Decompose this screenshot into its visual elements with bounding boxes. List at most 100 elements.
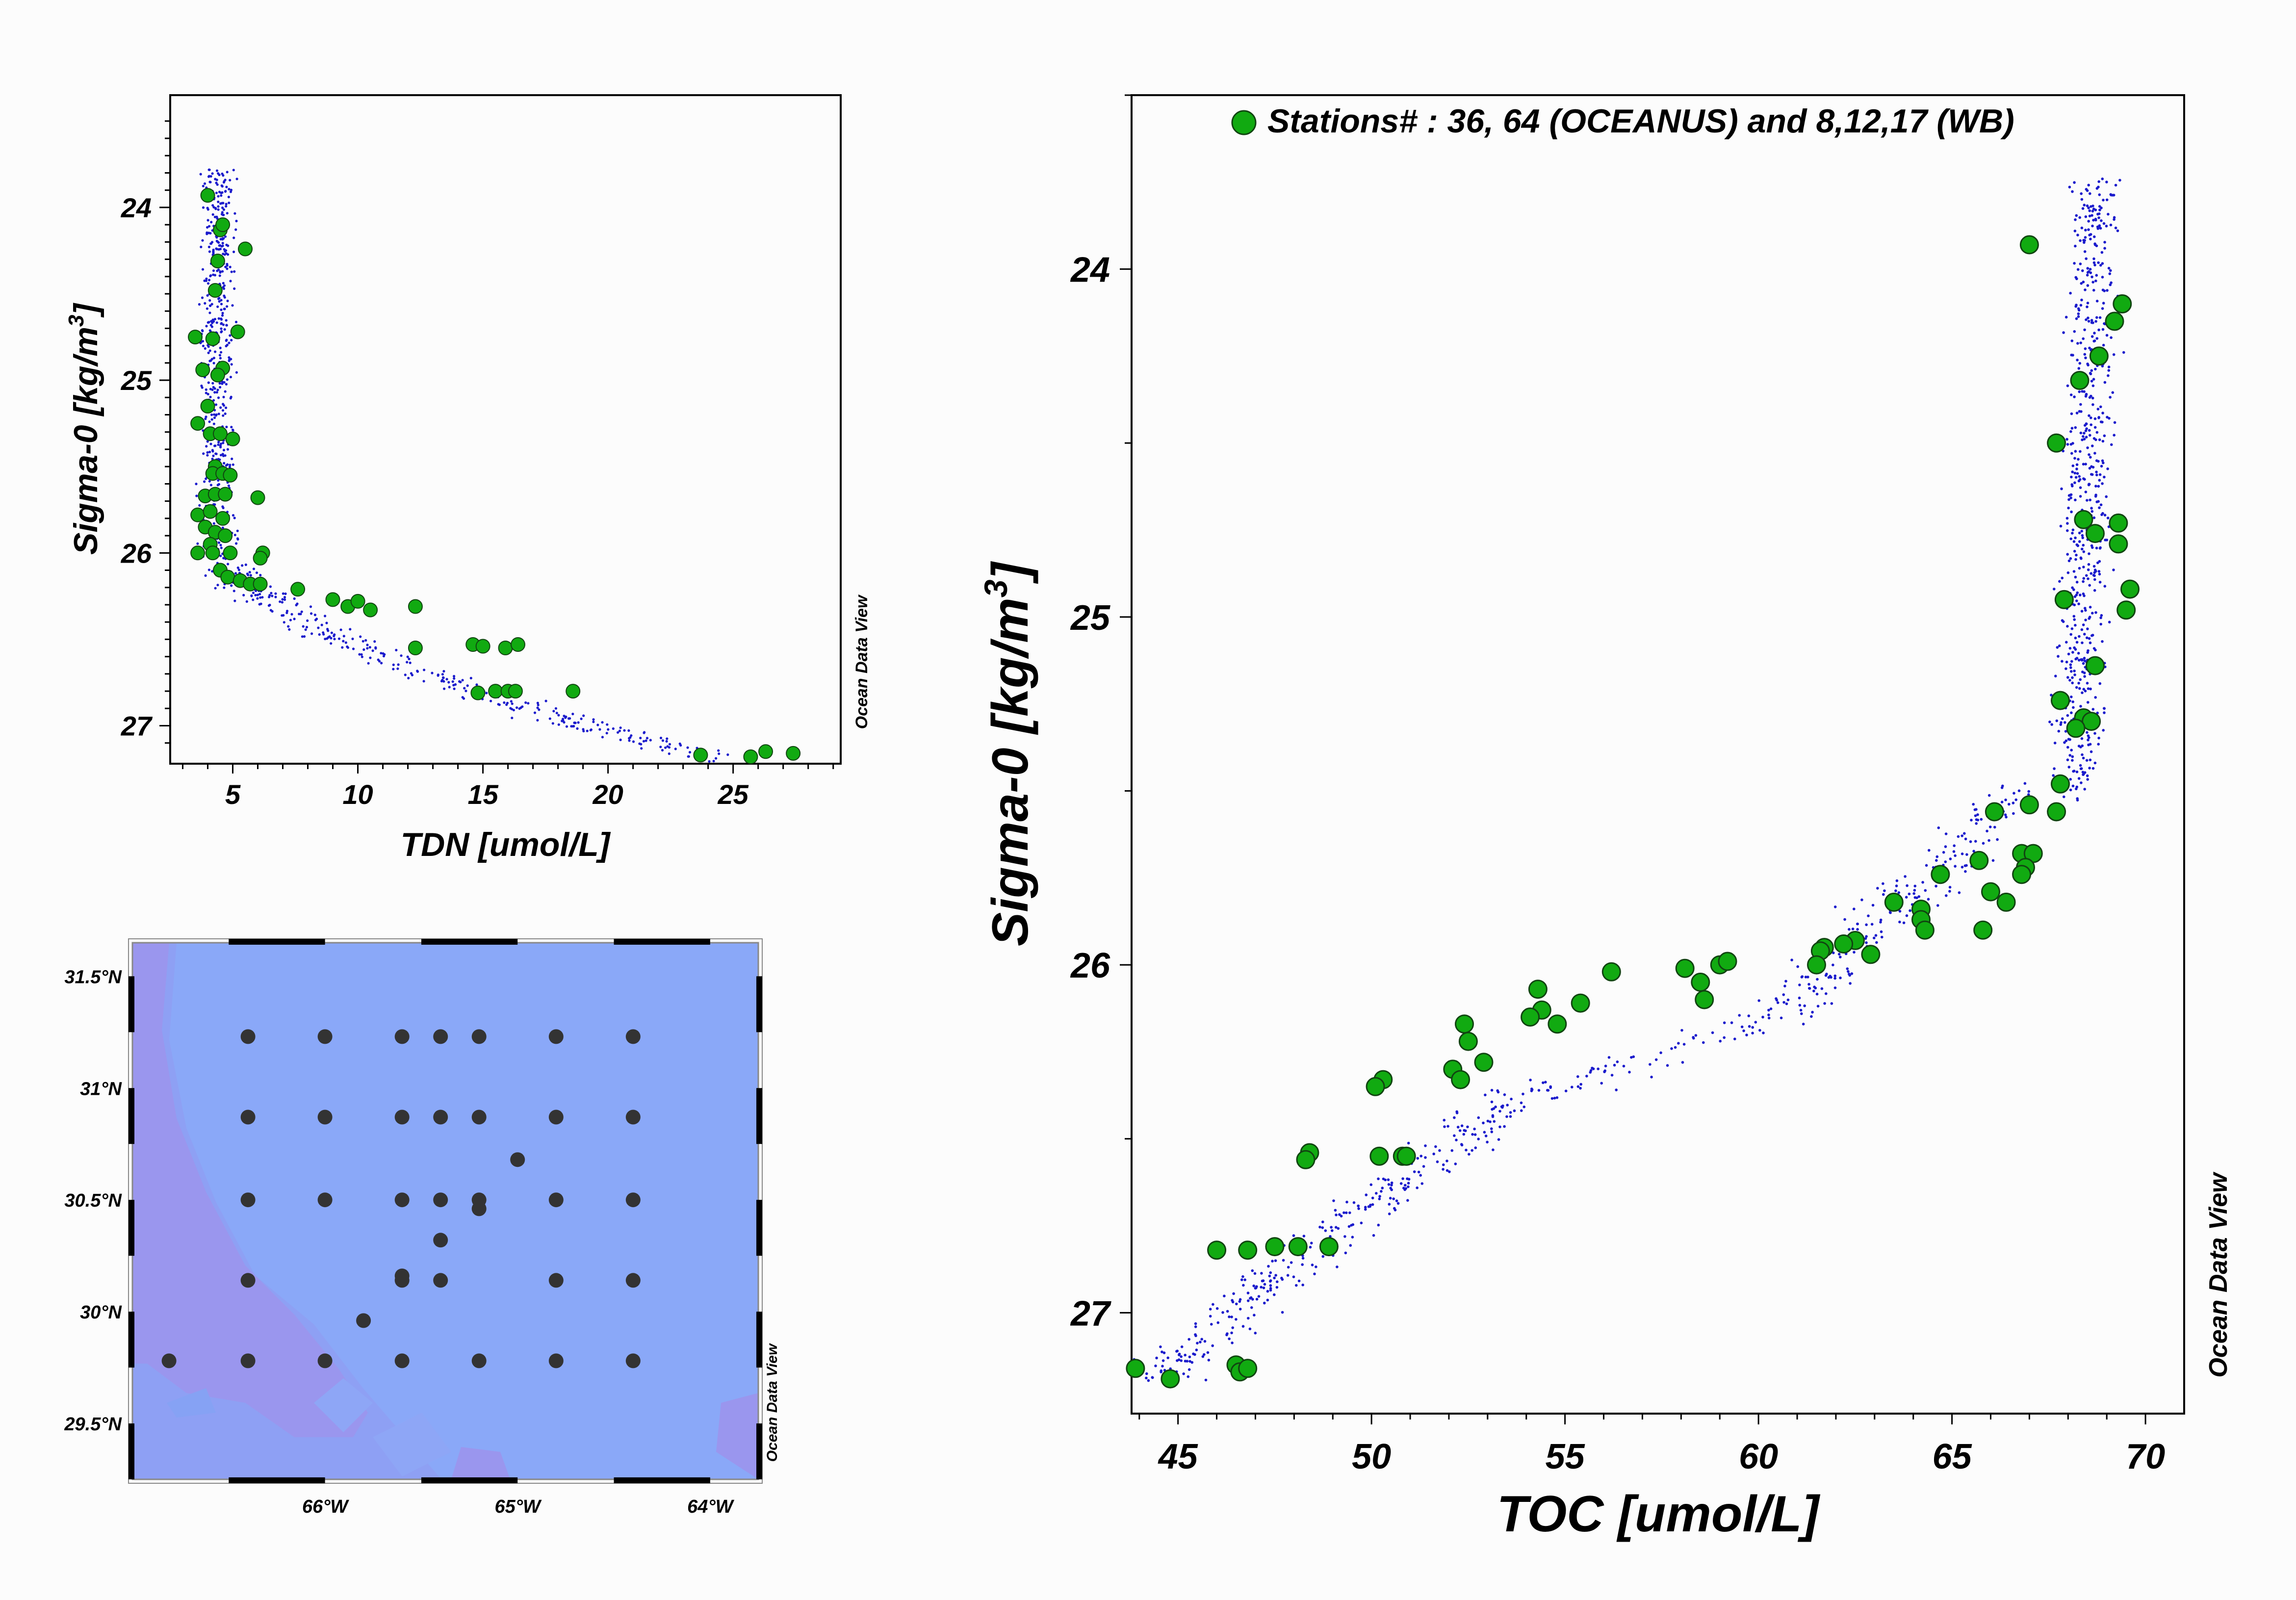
bottle-dot <box>199 173 202 176</box>
bottle-dot <box>1610 1074 1614 1077</box>
bottle-dot <box>1927 898 1930 901</box>
bottle-dot <box>217 208 220 211</box>
bottle-dot <box>220 299 223 302</box>
bottle-dot <box>2090 321 2093 324</box>
bottle-dot <box>596 723 599 726</box>
map-stations <box>161 1029 641 1368</box>
bottle-dot <box>351 637 354 641</box>
bottle-dot <box>219 271 222 274</box>
bottle-dot <box>1909 909 1911 912</box>
bottle-dot <box>2075 686 2078 689</box>
bottle-dot <box>612 727 615 730</box>
bottle-dot <box>1917 895 1921 898</box>
bottle-dot <box>2100 465 2103 468</box>
bottle-dot <box>2114 226 2117 230</box>
bottle-dot <box>2067 498 2070 501</box>
bottle-dot <box>217 440 220 444</box>
bottle-dot <box>222 282 225 284</box>
map-border-bar <box>756 976 762 1032</box>
bottle-dot <box>1161 1350 1163 1353</box>
bottle-dot <box>1378 1195 1381 1198</box>
bottle-dot <box>327 629 330 632</box>
bottle-dot <box>2096 227 2100 230</box>
bottle-dot <box>2070 427 2074 430</box>
bottle-dot <box>469 676 472 680</box>
bottle-dot <box>1484 1135 1488 1137</box>
bottle-dot <box>1445 1169 1449 1172</box>
bottle-dot <box>1784 980 1787 983</box>
bottle-dot <box>1988 826 1992 828</box>
bottle-dot <box>1207 1359 1211 1362</box>
map-lat-label: 29.5°N <box>64 1414 122 1435</box>
station-point <box>2082 712 2101 731</box>
bottle-dot <box>207 568 210 571</box>
bottle-dot <box>2087 687 2090 690</box>
bottle-dot <box>1798 1004 1802 1007</box>
bottle-dot <box>200 385 203 387</box>
bottle-dot <box>212 361 215 364</box>
bottle-dot <box>2088 736 2090 739</box>
bottle-dot <box>1352 1201 1356 1204</box>
station-point <box>566 684 581 699</box>
bottle-dot <box>1188 1355 1191 1359</box>
bottle-dot <box>2090 416 2092 419</box>
bottle-dot <box>2103 247 2106 250</box>
bottle-dot <box>207 345 210 348</box>
bottle-dot <box>1413 1170 1416 1173</box>
bottle-dot <box>574 722 577 724</box>
bottle-dot <box>212 206 215 209</box>
bottle-dot <box>2017 789 2021 792</box>
bottle-dot <box>218 300 221 303</box>
bottle-dot <box>2008 802 2011 806</box>
bottle-dot <box>1871 903 1875 907</box>
bottle-dot <box>366 644 369 646</box>
bottle-dot <box>2079 495 2082 498</box>
bottle-dot <box>1898 920 1901 924</box>
map-border-bar <box>129 1200 134 1256</box>
bottle-dot <box>557 723 560 726</box>
bottle-dot <box>442 670 445 673</box>
bottle-dot <box>252 592 255 594</box>
bottle-dot <box>1490 1088 1494 1092</box>
bottle-dot <box>2099 546 2102 549</box>
bottle-dot <box>1965 853 1968 856</box>
bottle-dot <box>2077 312 2080 315</box>
bottle-dot <box>322 631 325 634</box>
bottle-dot <box>1824 974 1828 977</box>
bottle-dot <box>2105 181 2108 183</box>
bottle-dot <box>2095 337 2099 340</box>
bottle-dot <box>1497 1138 1500 1141</box>
bottle-dot <box>1820 987 1824 990</box>
map-station <box>433 1192 448 1208</box>
bottle-dot <box>2065 516 2069 520</box>
bottle-dot <box>2063 795 2065 799</box>
bottle-dot <box>2097 180 2101 183</box>
bottle-dot <box>225 344 228 348</box>
bottle-dot <box>2097 485 2100 488</box>
bottle-dot <box>2089 237 2092 241</box>
bottle-dot <box>2089 372 2092 375</box>
bottle-dot <box>1682 1043 1686 1046</box>
map-station <box>471 1029 487 1044</box>
bottle-dot <box>214 444 217 447</box>
bottle-dot <box>1847 970 1850 973</box>
bottle-dot <box>2089 758 2092 762</box>
bottle-dot <box>2086 731 2089 734</box>
bottle-dot <box>1456 1126 1460 1129</box>
bottle-dot <box>2097 416 2101 419</box>
bottle-dot <box>1250 1306 1253 1309</box>
bottle-dot <box>209 442 212 445</box>
toc-legend-label: Stations# : 36, 64 (OCEANUS) and 8,12,17… <box>1267 103 2014 140</box>
bottle-dot <box>2027 790 2031 793</box>
bottle-dot <box>2080 198 2084 201</box>
bottle-dot <box>2092 261 2096 264</box>
bottle-dot <box>204 574 207 577</box>
bottle-dot <box>219 543 222 546</box>
bottle-dot <box>2090 423 2093 426</box>
bottle-dot <box>1980 818 1983 821</box>
bottle-dot <box>2086 636 2089 640</box>
bottle-dot <box>2069 393 2073 396</box>
bottle-dot <box>2091 396 2094 400</box>
bottle-dot <box>2090 572 2093 575</box>
bottle-dot <box>2077 659 2081 662</box>
